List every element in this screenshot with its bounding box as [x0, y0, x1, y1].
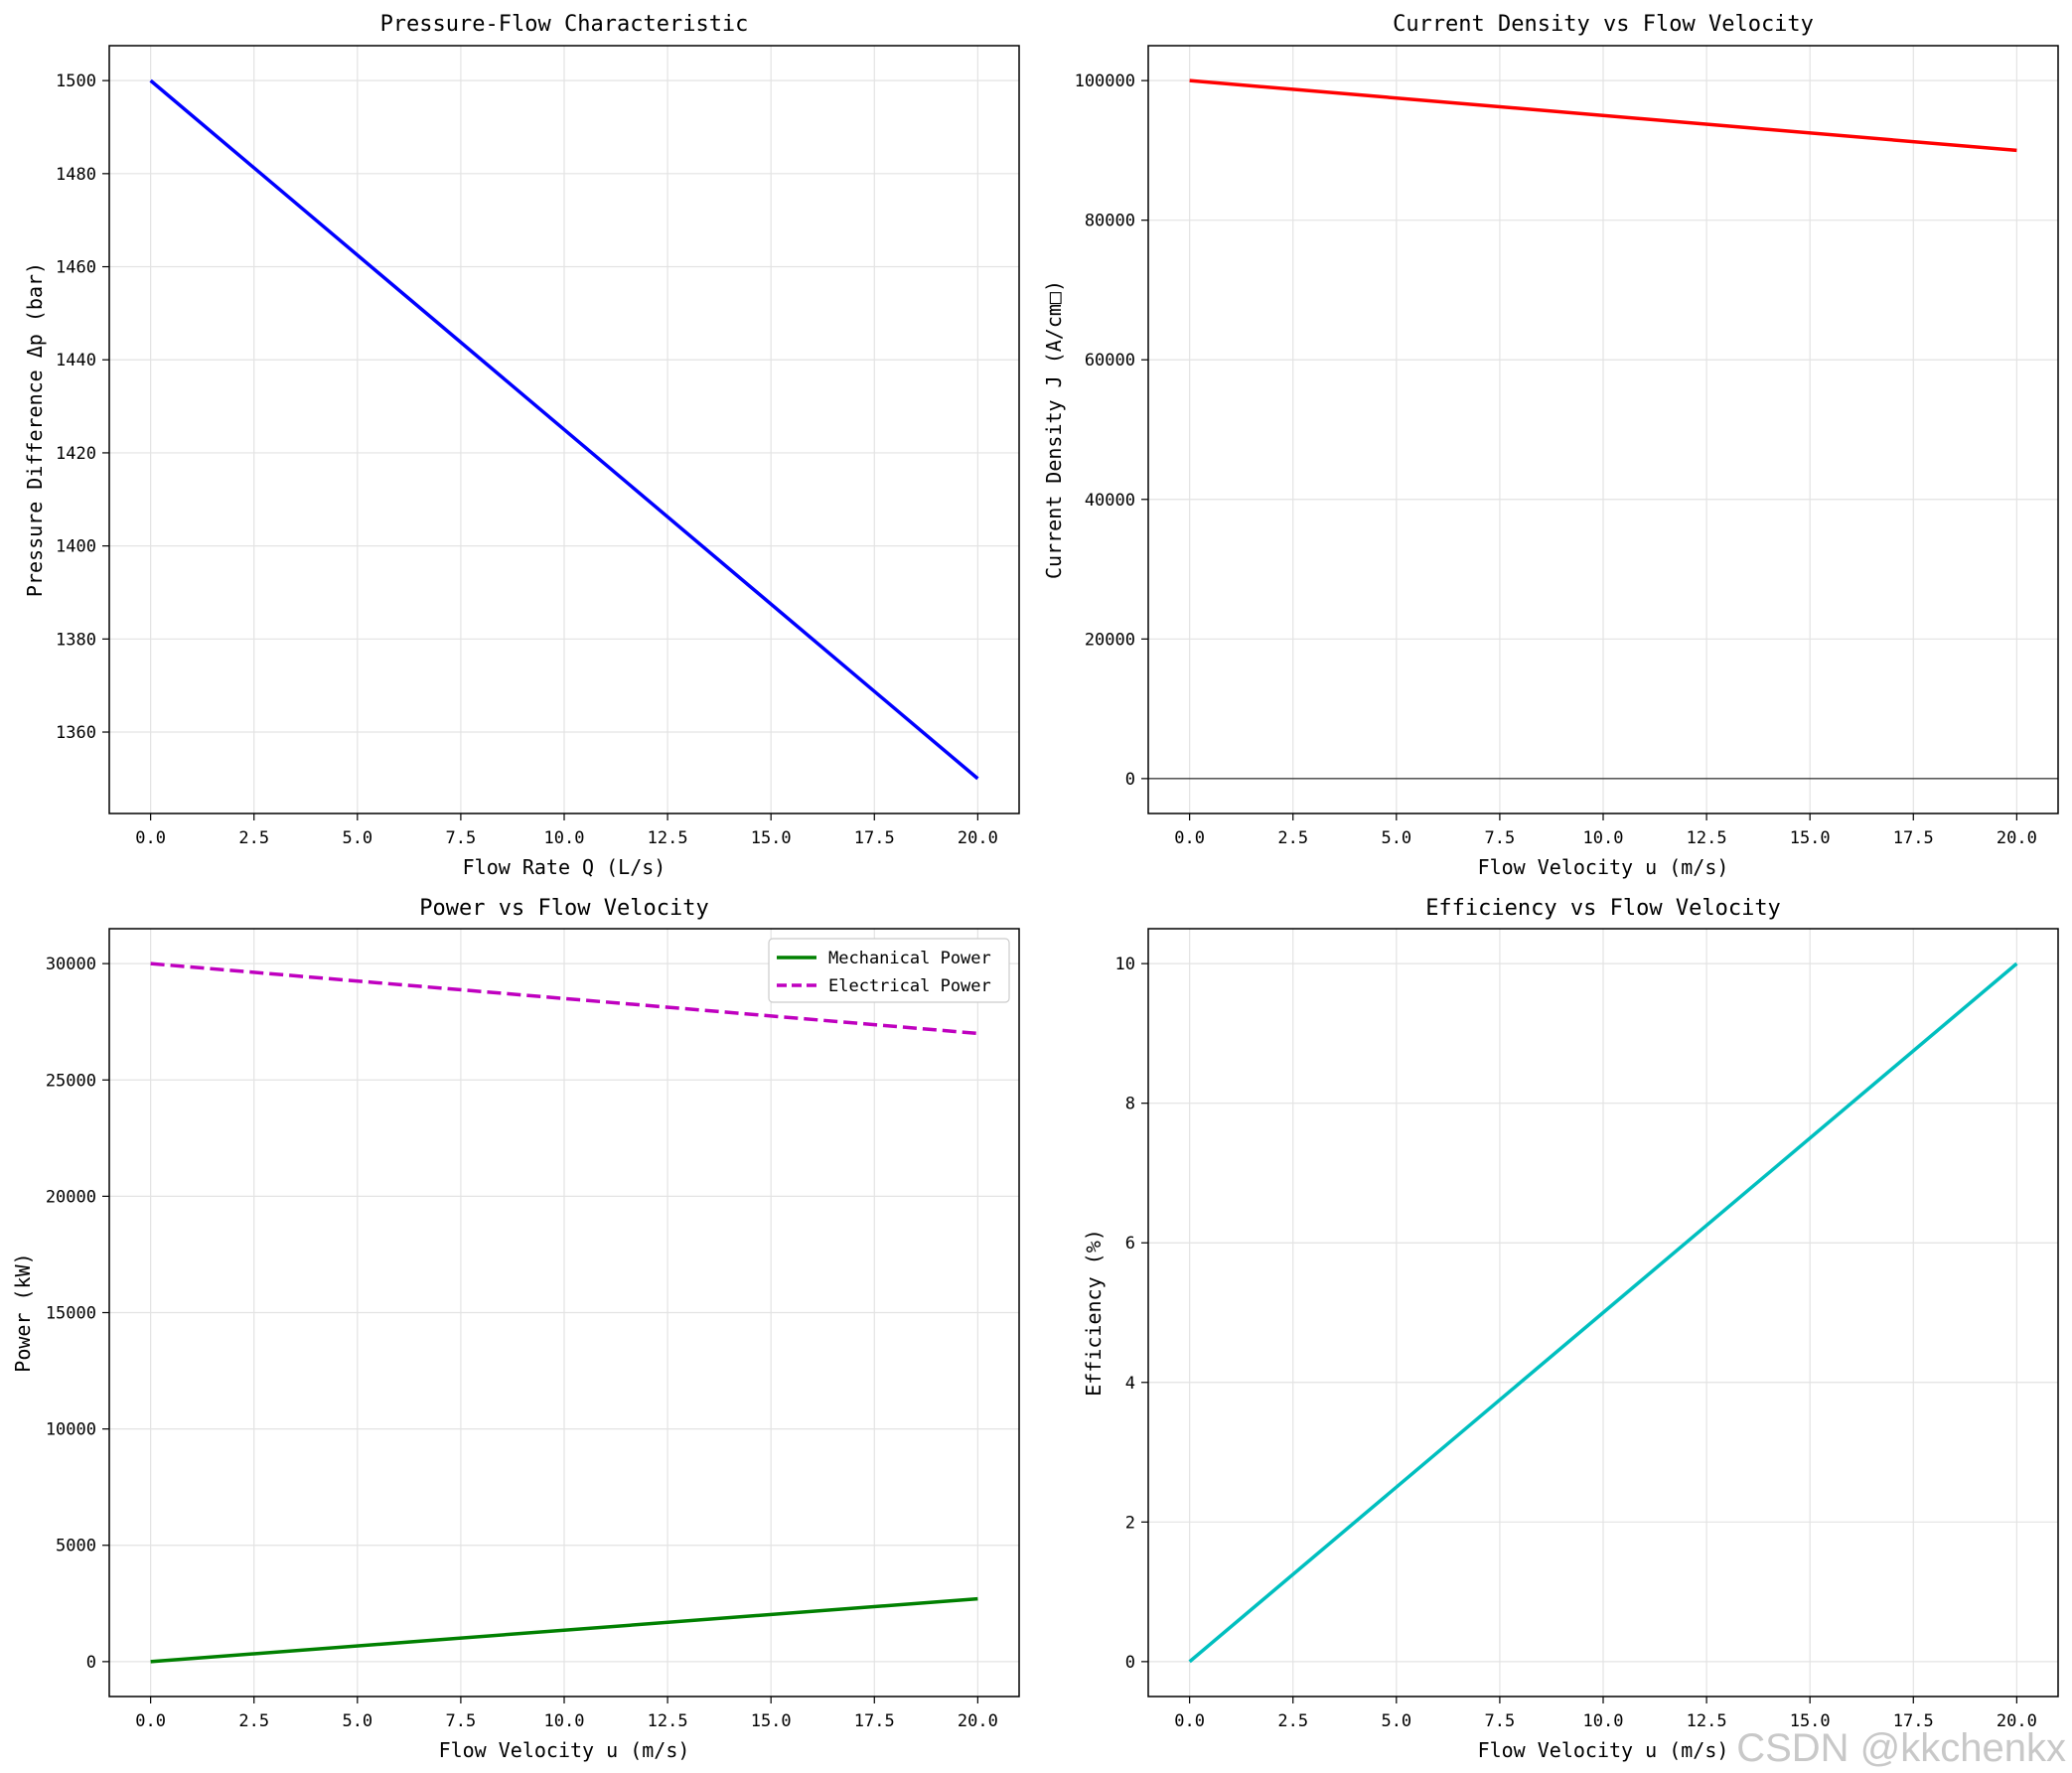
y-tick-label: 1400: [56, 537, 96, 557]
chart-title: Current Density vs Flow Velocity: [1393, 12, 1814, 37]
x-tick-label: 7.5: [1485, 828, 1516, 848]
y-axis-label: Current Density J (A/cm□): [1042, 280, 1066, 579]
y-tick-label: 1500: [56, 72, 96, 91]
y-tick-label: 20000: [46, 1187, 96, 1207]
x-tick-label: 2.5: [238, 1711, 269, 1731]
x-tick-label: 12.5: [648, 1711, 688, 1731]
x-tick-label: 17.5: [1893, 1711, 1934, 1731]
y-tick-label: 1480: [56, 165, 96, 185]
x-tick-label: 17.5: [854, 1711, 895, 1731]
series-line-j: [1189, 78, 2017, 153]
chart-panel-3: 0.0 2.5 5.0 7.5 10.0 12.5 15.0 17.5 20.0 0 5000 100…: [11, 896, 1020, 1762]
x-tick-label: 15.0: [751, 828, 792, 848]
x-tick-label: 17.5: [1893, 828, 1934, 848]
x-tick-label: 2.5: [238, 828, 269, 848]
y-tick-label: 15000: [46, 1304, 96, 1324]
x-tick-label: 15.0: [1790, 828, 1831, 848]
x-tick-label: 10.0: [544, 828, 585, 848]
y-tick-label: 30000: [46, 955, 96, 974]
y-tick-label: 20000: [1085, 630, 1135, 650]
series-line-mechanical-power: [150, 1596, 978, 1664]
x-tick-label: 12.5: [1687, 828, 1727, 848]
y-tick-label: 10000: [46, 1420, 96, 1440]
x-axis-label: Flow Velocity u (m/s): [1478, 855, 1729, 879]
y-tick-label: 0: [1125, 1653, 1135, 1673]
y-tick-label: 8: [1125, 1095, 1135, 1114]
y-tick-label: 4: [1125, 1374, 1135, 1394]
chart-panel-4: 0.0 2.5 5.0 7.5 10.0 12.5 15.0 17.5 20.0 0 2 4 6 8 10 E…: [1082, 896, 2059, 1762]
legend: Mechanical Power Electrical Power: [768, 938, 1010, 1003]
chart-panel-2: 0.0 2.5 5.0 7.5 10.0 12.5 15.0 17.5 20.0 0 20000 40…: [1042, 12, 2059, 879]
legend-label: Mechanical Power: [828, 949, 991, 968]
x-tick-label: 20.0: [1997, 828, 2037, 848]
chart-title: Efficiency vs Flow Velocity: [1425, 896, 1781, 921]
x-tick-label: 15.0: [1790, 1711, 1831, 1731]
x-tick-label: 10.0: [1583, 1711, 1624, 1731]
y-tick-label: 2: [1125, 1513, 1135, 1533]
x-tick-label: 5.0: [1381, 1711, 1411, 1731]
x-tick-label: 7.5: [446, 1711, 477, 1731]
y-tick-label: 1440: [56, 351, 96, 370]
series-line--p: [149, 78, 979, 781]
x-tick-label: 7.5: [446, 828, 477, 848]
x-tick-label: 15.0: [751, 1711, 792, 1731]
x-tick-label: 2.5: [1277, 828, 1308, 848]
x-axis-label: Flow Rate Q (L/s): [463, 855, 666, 879]
chart-title: Pressure-Flow Characteristic: [380, 12, 749, 37]
y-tick-label: 100000: [1075, 72, 1135, 91]
y-tick-label: 1460: [56, 258, 96, 278]
y-tick-label: 1360: [56, 723, 96, 743]
y-tick-label: 1420: [56, 444, 96, 464]
x-tick-label: 20.0: [958, 828, 998, 848]
y-axis-label: Efficiency (%): [1082, 1229, 1106, 1397]
y-tick-label: 40000: [1085, 491, 1135, 511]
x-tick-label: 0.0: [1174, 1711, 1205, 1731]
x-tick-label: 5.0: [342, 1711, 372, 1731]
x-tick-label: 0.0: [135, 1711, 166, 1731]
y-axis-label: Power (kW): [11, 1253, 35, 1372]
x-tick-label: 17.5: [854, 828, 895, 848]
x-tick-label: 10.0: [1583, 828, 1624, 848]
x-tick-label: 20.0: [958, 1711, 998, 1731]
chart-panel-1: 0.0 2.5 5.0 7.5 10.0 12.5 15.0 17.5 20.0 1360 1380…: [23, 12, 1020, 879]
y-tick-label: 6: [1125, 1234, 1135, 1254]
x-tick-label: 10.0: [544, 1711, 585, 1731]
y-tick-label: 10: [1115, 955, 1135, 974]
x-tick-label: 0.0: [1174, 828, 1205, 848]
y-axis-label: Pressure Difference Δp (bar): [23, 262, 47, 597]
legend-label: Electrical Power: [828, 976, 991, 996]
y-tick-label: 60000: [1085, 351, 1135, 370]
x-tick-label: 12.5: [1687, 1711, 1727, 1731]
x-tick-label: 2.5: [1277, 1711, 1308, 1731]
watermark: CSDN @kkchenkx: [1736, 1726, 2066, 1770]
x-axis-label: Flow Velocity u (m/s): [1478, 1738, 1729, 1762]
y-tick-label: 80000: [1085, 212, 1135, 231]
y-tick-label: 0: [86, 1653, 96, 1673]
x-axis-label: Flow Velocity u (m/s): [439, 1738, 690, 1762]
series-line-efficiency: [1188, 961, 2018, 1664]
y-tick-label: 1380: [56, 630, 96, 650]
x-tick-label: 0.0: [135, 828, 166, 848]
x-tick-label: 5.0: [342, 828, 372, 848]
x-tick-label: 12.5: [648, 828, 688, 848]
y-tick-label: 0: [1125, 770, 1135, 790]
y-tick-label: 5000: [56, 1537, 96, 1556]
y-tick-label: 25000: [46, 1071, 96, 1091]
legend-box: [768, 938, 1010, 1003]
x-tick-label: 5.0: [1381, 828, 1411, 848]
x-tick-label: 20.0: [1997, 1711, 2037, 1731]
chart-title: Power vs Flow Velocity: [419, 896, 708, 921]
x-tick-label: 7.5: [1485, 1711, 1516, 1731]
